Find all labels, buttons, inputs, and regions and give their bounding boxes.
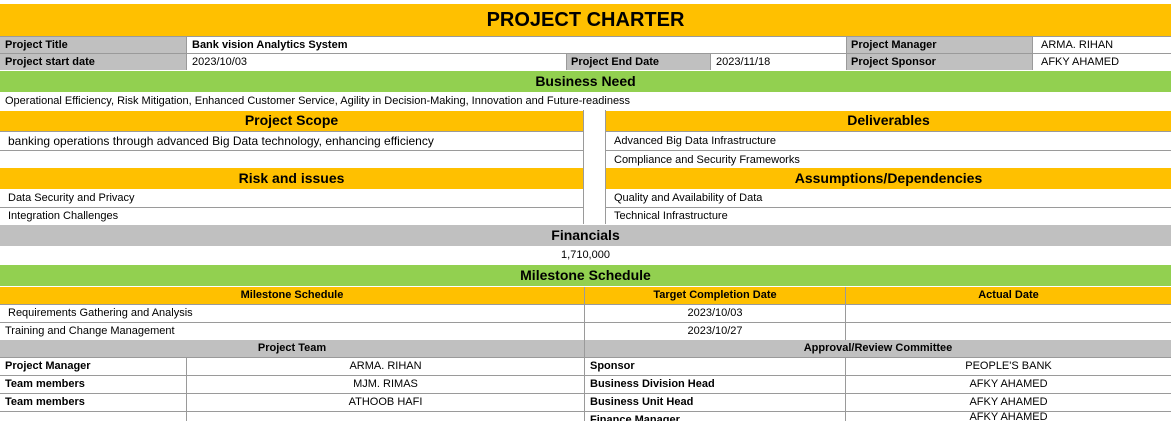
team-member-name — [186, 411, 584, 421]
risk-item: Integration Challenges — [0, 207, 583, 224]
project-manager-label-cell — [846, 36, 1032, 53]
deliverable-item: Compliance and Security Frameworks — [606, 150, 1171, 168]
team-member-name: ARMA. RIHAN — [186, 357, 584, 375]
panel-divider — [605, 110, 606, 224]
milestone-name: Training and Change Management — [0, 322, 584, 340]
project-manager-value: ARMA. RIHAN — [1032, 36, 1171, 53]
scope-item-text: banking operations through advanced Big … — [8, 134, 434, 148]
team-member-name: MJM. RIMAS — [186, 375, 584, 393]
milestone-name: Requirements Gathering and Analysis — [0, 304, 584, 322]
milestone-target: 2023/10/03 — [584, 304, 845, 322]
assumptions-header: Assumptions/Dependencies — [606, 168, 1171, 189]
start-date-label-cell — [0, 53, 186, 70]
start-date-value: 2023/10/03 — [186, 53, 566, 70]
approval-name: PEOPLE'S BANK — [845, 357, 1171, 375]
business-need-header: Business Need — [0, 71, 1171, 92]
approval-name: AFKY AHAMED — [845, 393, 1171, 411]
team-role: Project Manager — [0, 357, 186, 375]
end-date-label: Project End Date — [571, 56, 660, 68]
milestone-col-actual: Actual Date — [845, 287, 1171, 304]
approval-role: Sponsor — [584, 357, 845, 375]
project-title-label: Project Title — [5, 39, 68, 51]
project-title-value: Bank vision Analytics System — [186, 36, 846, 53]
risk-item: Data Security and Privacy — [8, 192, 135, 204]
page-title: PROJECT CHARTER — [486, 9, 685, 31]
approval-role: Finance Manager — [584, 411, 845, 421]
milestone-actual — [845, 304, 1171, 322]
milestone-actual — [845, 322, 1171, 340]
approval-name: AFKY AHAMED — [845, 411, 1171, 421]
start-date-label: Project start date — [5, 56, 95, 68]
approval-role: Business Division Head — [584, 375, 845, 393]
project-team-header: Project Team — [0, 340, 584, 357]
team-member-name: ATHOOB HAFI — [186, 393, 584, 411]
scope-item — [0, 150, 583, 168]
assumption-item: Quality and Availability of Data — [614, 192, 763, 204]
scope-item — [0, 131, 583, 150]
milestone-target: 2023/10/27 — [584, 322, 845, 340]
project-manager-label: Project Manager — [851, 39, 937, 51]
milestone-col-target: Target Completion Date — [584, 287, 845, 304]
assumption-item: Technical Infrastructure — [606, 207, 1171, 224]
project-title-label-cell — [0, 36, 186, 53]
title-bar — [0, 4, 1171, 36]
milestone-col-name: Milestone Schedule — [0, 287, 584, 304]
approval-header: Approval/Review Committee — [584, 340, 1171, 357]
approval-name: AFKY AHAMED — [845, 375, 1171, 393]
panel-divider — [583, 110, 584, 224]
deliverable-item: Advanced Big Data Infrastructure — [606, 131, 1171, 150]
end-date-label-cell — [566, 53, 710, 70]
team-role: Team members — [0, 393, 186, 411]
financials-header: Financials — [0, 225, 1171, 246]
approval-role: Business Unit Head — [584, 393, 845, 411]
sponsor-value: AFKY AHAMED — [1032, 53, 1171, 70]
financials-value: 1,710,000 — [561, 249, 610, 261]
milestone-header: Milestone Schedule — [0, 265, 1171, 286]
sponsor-label: Project Sponsor — [851, 56, 936, 68]
sponsor-label-cell — [846, 53, 1032, 70]
team-role: Team members — [0, 375, 186, 393]
deliverables-header: Deliverables — [606, 111, 1171, 131]
project-scope-header: Project Scope — [0, 111, 583, 131]
team-role — [0, 411, 186, 421]
business-need-text: Operational Efficiency, Risk Mitigation,… — [5, 95, 631, 107]
end-date-value: 2023/11/18 — [710, 53, 846, 70]
risks-header: Risk and issues — [0, 168, 583, 189]
